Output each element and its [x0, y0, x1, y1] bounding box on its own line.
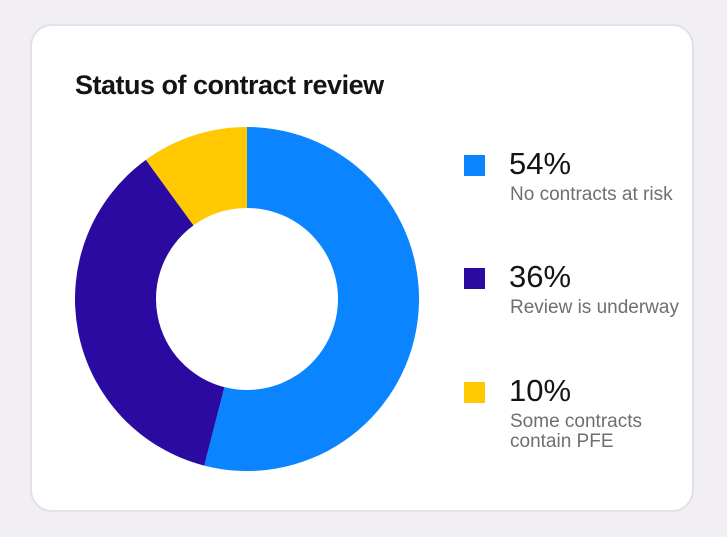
legend-swatch-underway — [464, 268, 485, 289]
legend-label-underway: Review is underway — [510, 297, 679, 318]
chart-title: Status of contract review — [75, 70, 384, 100]
legend-label-no-risk: No contracts at risk — [510, 184, 673, 205]
legend-percent-underway: 36% — [509, 259, 572, 294]
legend-label-pfe: Some contracts contain PFE — [510, 411, 642, 452]
donut-slice-no-risk — [204, 127, 419, 471]
legend-swatch-pfe — [464, 382, 485, 403]
legend-swatch-no-risk — [464, 155, 485, 176]
chart-card: Status of contract review 54% No contrac… — [30, 24, 694, 512]
legend-percent-pfe: 10% — [509, 373, 572, 408]
donut-slice-underway — [74, 159, 225, 466]
donut-chart — [74, 127, 419, 471]
legend-percent-no-risk: 54% — [509, 146, 572, 181]
donut-slice-pfe — [145, 127, 247, 226]
